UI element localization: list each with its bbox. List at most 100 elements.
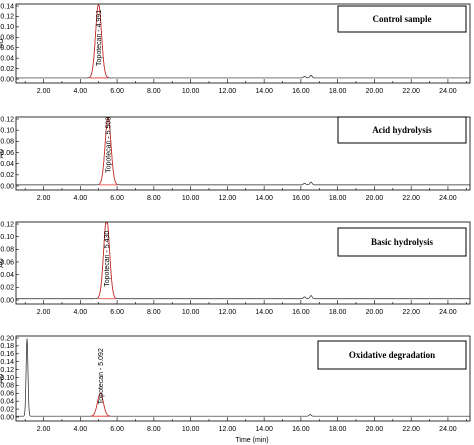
peak-label: Topotecan - 4.991 [96, 10, 103, 66]
x-tick-label: 18.00 [329, 309, 347, 316]
x-tick-label: 14.00 [255, 426, 273, 433]
chromatogram-trace [16, 222, 470, 300]
y-tick-label: 0.14 [0, 359, 14, 366]
y-tick-label: 0.08 [0, 383, 14, 390]
sample-title: Oxidative degradation [349, 350, 435, 360]
peak-label: Topotecan - 5.508 [106, 117, 113, 173]
x-tick-label: 6.00 [110, 309, 124, 316]
x-tick-label: 6.00 [110, 88, 124, 95]
x-tick-label: 2.00 [37, 309, 51, 316]
chromatogram-trace [16, 117, 470, 186]
sample-title-box [317, 340, 467, 370]
x-tick-label: 12.00 [219, 195, 237, 202]
y-axis-label: AU [0, 258, 5, 268]
chromatogram-panel-2: 0.00 0.02 0.04 0.06 0.08 0.10 0.12 AU 2.00 4.00 6.… [0, 116, 471, 202]
y-axis-label: AU [0, 374, 5, 384]
y-tick-label: 0.12 [0, 116, 14, 123]
y-tick-label: 0.18 [0, 343, 14, 350]
x-tick-label: 12.00 [219, 309, 237, 316]
y-tick-label: 0.04 [0, 55, 14, 62]
y-tick-label: 0.06 [0, 259, 14, 266]
chromatogram-panel-3: 0.00 0.02 0.04 0.06 0.08 0.10 0.12 AU 2.00 4.00 6.… [0, 221, 471, 316]
y-tick-label: 0.16 [0, 351, 14, 358]
x-tick-label: 14.00 [255, 195, 273, 202]
y-tick-label: 0.06 [0, 150, 14, 157]
x-tick-label: 4.00 [74, 88, 88, 95]
x-tick-label: 24.00 [439, 88, 457, 95]
x-tick-label: 16.00 [292, 88, 310, 95]
x-tick-label: 12.00 [219, 88, 237, 95]
y-tick-label: 0.10 [0, 24, 14, 31]
peak-label: Topotecan - 5.092 [98, 348, 105, 404]
x-tick-label: 8.00 [147, 426, 161, 433]
x-tick-label: 20.00 [366, 309, 384, 316]
x-tick-label: 8.00 [147, 195, 161, 202]
x-tick-label: 8.00 [147, 88, 161, 95]
y-tick-label: 0.12 [0, 367, 14, 374]
x-tick-label: 4.00 [74, 426, 88, 433]
sample-title: Acid hydrolysis [372, 125, 432, 135]
x-tick-label: 16.00 [292, 195, 310, 202]
x-tick-label: 2.00 [37, 195, 51, 202]
y-tick-label: 0.02 [0, 406, 14, 413]
sample-title: Control sample [372, 14, 431, 24]
y-tick-label: 0.02 [0, 66, 14, 73]
x-tick-label: 14.00 [255, 309, 273, 316]
sample-title-box [337, 5, 467, 33]
y-tick-label: 0.06 [0, 391, 14, 398]
y-tick-label: 0.04 [0, 399, 14, 406]
y-tick-label: 0.12 [0, 14, 14, 21]
x-tick-label: 8.00 [147, 309, 161, 316]
y-tick-label: 0.00 [0, 297, 14, 304]
peak-integration-outline [98, 117, 118, 185]
y-axis-label: AU [0, 149, 5, 159]
x-axis-label: Time (min) [235, 437, 268, 444]
x-tick-label: 16.00 [292, 426, 310, 433]
x-tick-label: 4.00 [74, 309, 88, 316]
x-tick-label: 22.00 [402, 195, 420, 202]
sample-title: Basic hydrolysis [371, 237, 434, 247]
sample-title-box [337, 116, 467, 144]
plot-frame [15, 3, 471, 84]
y-tick-label: 0.00 [0, 76, 14, 83]
peak-integration-outline [89, 4, 109, 78]
peak-label: Topotecan - 5.430 [104, 231, 111, 287]
x-tick-label: 2.00 [37, 426, 51, 433]
y-tick-label: 0.02 [0, 172, 14, 179]
y-tick-label: 0.08 [0, 247, 14, 254]
y-tick-label: 0.20 [0, 335, 14, 342]
y-tick-label: 0.06 [0, 45, 14, 52]
y-tick-label: 0.10 [0, 234, 14, 241]
x-tick-label: 10.00 [182, 309, 200, 316]
x-tick-label: 18.00 [329, 195, 347, 202]
x-tick-label: 22.00 [402, 309, 420, 316]
y-tick-label: 0.10 [0, 375, 14, 382]
x-tick-label: 10.00 [182, 195, 200, 202]
x-tick-label: 2.00 [37, 88, 51, 95]
x-tick-label: 22.00 [402, 426, 420, 433]
x-tick-label: 6.00 [110, 426, 124, 433]
peak-integration-outline [97, 222, 117, 299]
peak-integration-outline [91, 392, 110, 417]
sample-title-box [337, 227, 467, 257]
x-tick-label: 24.00 [439, 426, 457, 433]
x-tick-label: 20.00 [366, 88, 384, 95]
y-tick-label: 0.04 [0, 272, 14, 279]
y-tick-label: 0.04 [0, 161, 14, 168]
plot-frame [15, 116, 471, 191]
y-tick-label: 0.02 [0, 285, 14, 292]
y-tick-label: 0.08 [0, 35, 14, 42]
chromatogram-panel-4: 0.000.020.040.060.080.100.120.140.160.18… [0, 335, 471, 444]
plot-frame [15, 221, 471, 305]
x-tick-label: 18.00 [329, 88, 347, 95]
x-tick-label: 20.00 [366, 426, 384, 433]
x-tick-label: 10.00 [182, 426, 200, 433]
x-tick-label: 4.00 [74, 195, 88, 202]
x-tick-label: 22.00 [402, 88, 420, 95]
y-tick-label: 0.00 [0, 183, 14, 190]
y-tick-label: 0.08 [0, 139, 14, 146]
y-tick-label: 0.12 [0, 221, 14, 228]
y-tick-label: 0.10 [0, 127, 14, 134]
y-tick-label: 0.14 [0, 3, 14, 10]
